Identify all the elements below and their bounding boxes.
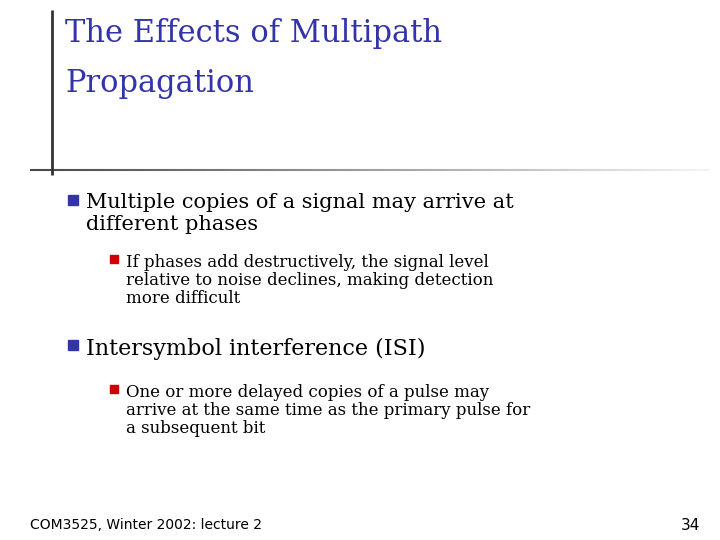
- Text: more difficult: more difficult: [126, 290, 240, 307]
- Bar: [68, 195, 78, 205]
- Bar: [68, 340, 78, 350]
- Text: Propagation: Propagation: [65, 68, 254, 99]
- Text: Multiple copies of a signal may arrive at: Multiple copies of a signal may arrive a…: [86, 193, 514, 212]
- Text: One or more delayed copies of a pulse may: One or more delayed copies of a pulse ma…: [126, 384, 489, 401]
- Text: a subsequent bit: a subsequent bit: [126, 420, 266, 437]
- Text: different phases: different phases: [86, 215, 258, 234]
- Text: arrive at the same time as the primary pulse for: arrive at the same time as the primary p…: [126, 402, 530, 419]
- Bar: [110, 255, 118, 263]
- Text: relative to noise declines, making detection: relative to noise declines, making detec…: [126, 272, 493, 289]
- Text: Intersymbol interference (ISI): Intersymbol interference (ISI): [86, 338, 426, 360]
- Text: If phases add destructively, the signal level: If phases add destructively, the signal …: [126, 254, 489, 271]
- Bar: [110, 385, 118, 393]
- Text: 34: 34: [680, 518, 700, 533]
- Text: The Effects of Multipath: The Effects of Multipath: [65, 18, 442, 49]
- Text: COM3525, Winter 2002: lecture 2: COM3525, Winter 2002: lecture 2: [30, 518, 262, 532]
